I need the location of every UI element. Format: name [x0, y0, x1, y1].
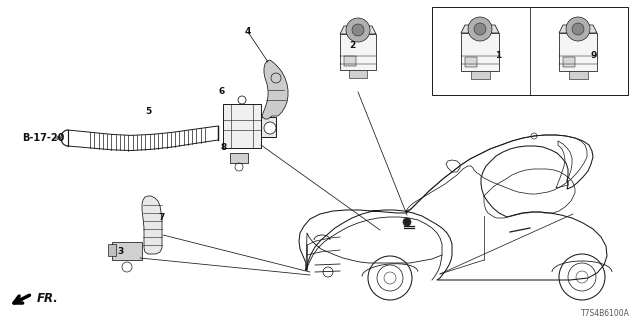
Circle shape: [264, 122, 276, 134]
Text: FR.: FR.: [37, 292, 59, 306]
Circle shape: [572, 23, 584, 35]
Circle shape: [566, 17, 590, 41]
Polygon shape: [461, 33, 499, 71]
Text: 1: 1: [495, 51, 501, 60]
Bar: [112, 242, 142, 260]
Polygon shape: [340, 34, 376, 70]
Circle shape: [403, 218, 411, 226]
Text: 3: 3: [117, 247, 123, 257]
Text: 9: 9: [591, 51, 597, 60]
Circle shape: [468, 17, 492, 41]
Bar: [563, 57, 575, 67]
Circle shape: [352, 24, 364, 36]
Bar: [344, 56, 356, 66]
Bar: [349, 70, 367, 78]
Text: 7: 7: [159, 213, 165, 222]
Bar: [465, 57, 477, 67]
Text: T7S4B6100A: T7S4B6100A: [581, 308, 630, 317]
Text: 4: 4: [245, 28, 251, 36]
Polygon shape: [559, 33, 597, 71]
Polygon shape: [142, 196, 162, 254]
Polygon shape: [340, 26, 376, 34]
Text: 2: 2: [349, 41, 355, 50]
Text: 8: 8: [221, 143, 227, 153]
Circle shape: [474, 23, 486, 35]
Polygon shape: [262, 60, 288, 119]
Text: 6: 6: [219, 87, 225, 97]
Circle shape: [346, 18, 370, 42]
Polygon shape: [559, 25, 597, 33]
Bar: [432, 7, 628, 95]
Bar: [471, 71, 490, 79]
Polygon shape: [461, 25, 499, 33]
Bar: [261, 117, 276, 137]
Bar: [569, 71, 588, 79]
Bar: [108, 244, 116, 256]
Text: B-17-20: B-17-20: [22, 133, 65, 143]
Bar: [223, 104, 261, 148]
Text: 5: 5: [145, 108, 151, 116]
Bar: [230, 153, 248, 163]
